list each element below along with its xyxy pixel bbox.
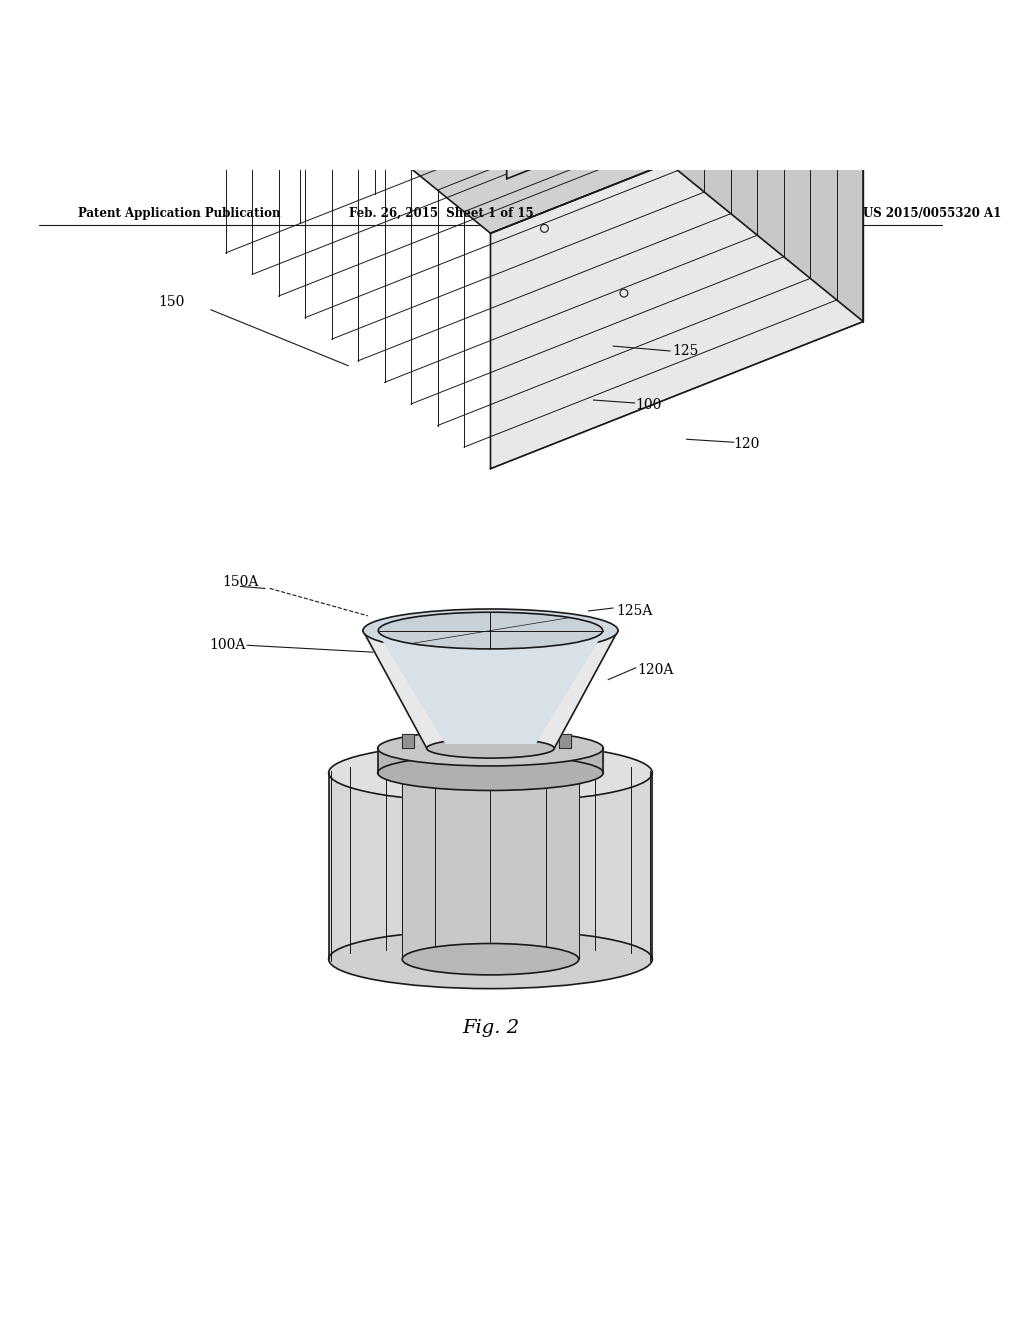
Polygon shape [362, 631, 618, 748]
Polygon shape [577, 0, 831, 13]
Polygon shape [329, 772, 652, 960]
Text: Fig. 2: Fig. 2 [462, 1019, 519, 1038]
Polygon shape [225, 0, 863, 234]
Polygon shape [378, 632, 603, 743]
Polygon shape [402, 772, 579, 960]
Text: 100: 100 [636, 397, 663, 412]
Text: US 2015/0055320 A1: US 2015/0055320 A1 [863, 207, 1001, 220]
Ellipse shape [378, 755, 603, 791]
Text: Feb. 26, 2015  Sheet 1 of 15: Feb. 26, 2015 Sheet 1 of 15 [349, 207, 534, 220]
Polygon shape [378, 748, 603, 772]
Polygon shape [587, 51, 616, 73]
Ellipse shape [378, 731, 603, 766]
Ellipse shape [402, 758, 579, 788]
Ellipse shape [329, 743, 652, 803]
Polygon shape [510, 734, 522, 748]
Text: Fig. 1: Fig. 1 [462, 645, 519, 664]
Text: 100A: 100A [209, 639, 245, 652]
Polygon shape [544, 84, 655, 164]
Text: 150A: 150A [222, 574, 258, 589]
Polygon shape [530, 74, 560, 95]
Ellipse shape [427, 738, 554, 758]
Ellipse shape [329, 929, 652, 989]
Text: 150: 150 [159, 294, 185, 309]
Polygon shape [402, 734, 414, 748]
Text: 120: 120 [734, 437, 760, 451]
Text: 125: 125 [672, 345, 698, 358]
Polygon shape [496, 0, 831, 102]
Polygon shape [452, 734, 463, 748]
Polygon shape [559, 734, 571, 748]
Ellipse shape [378, 612, 603, 649]
Ellipse shape [362, 609, 618, 652]
Polygon shape [322, 0, 768, 120]
Polygon shape [490, 86, 863, 469]
Text: 120A: 120A [638, 663, 674, 677]
Polygon shape [583, 0, 768, 75]
Polygon shape [507, 17, 768, 178]
Ellipse shape [402, 944, 579, 975]
Text: 125A: 125A [616, 605, 652, 618]
Text: Patent Application Publication: Patent Application Publication [79, 207, 281, 220]
Polygon shape [598, 0, 863, 322]
Polygon shape [698, 8, 728, 28]
Polygon shape [642, 30, 673, 50]
